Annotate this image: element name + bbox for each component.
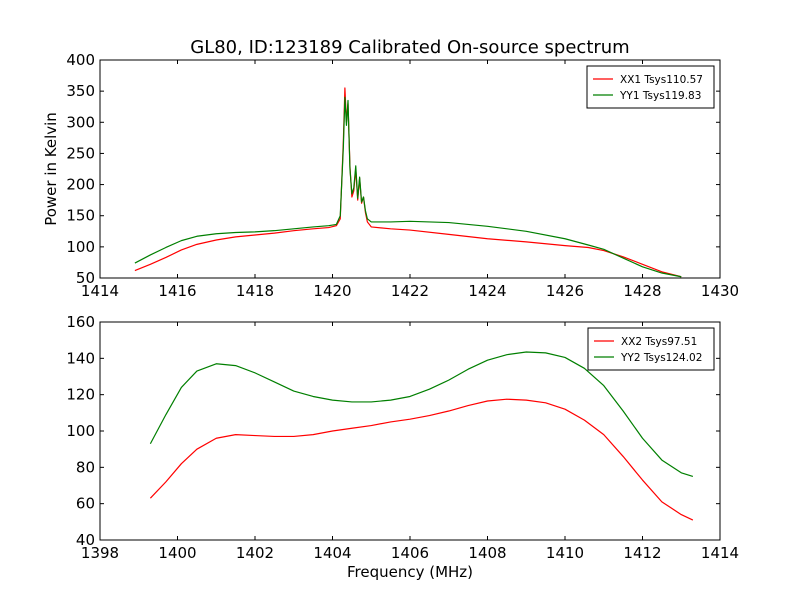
x-tick-label: 1412	[623, 544, 661, 562]
y-tick-label: 160	[66, 313, 95, 331]
bottom-panel: 1398 1400 1402 1404 1406 1408 1410 1412 1414 40 60…	[66, 313, 739, 581]
y-tick-label: 150	[66, 207, 95, 225]
y-tick-label: 400	[66, 51, 95, 69]
x-tick-label: 1424	[468, 282, 506, 300]
x-tick-label: 1428	[623, 282, 661, 300]
series-line-1	[134, 87, 682, 278]
x-tick-label: 1416	[158, 282, 196, 300]
y-tick-label: 250	[66, 144, 95, 162]
y-axis-label: Power in Kelvin	[42, 112, 60, 226]
x-tick-label: 1406	[391, 544, 429, 562]
top-panel: 1414 1416 1418 1420 1422 1424 1426 1428 1430 50 10…	[42, 51, 739, 300]
x-axis-label: Frequency (MHz)	[347, 563, 473, 581]
x-tick-label: 1430	[701, 282, 739, 300]
series-line-1	[149, 398, 694, 521]
x-tick-label: 1418	[236, 282, 274, 300]
y-tick-label: 350	[66, 82, 95, 100]
legend-box	[587, 327, 715, 371]
y-tick-label: 60	[76, 495, 95, 513]
x-tick-label: 1426	[546, 282, 584, 300]
y-tick-label: 40	[76, 531, 95, 549]
legend-label-2: YY2 Tsys124.02	[620, 352, 702, 364]
x-tick-label: 1410	[546, 544, 584, 562]
legend-box	[586, 65, 715, 109]
y-tick-label: 120	[66, 386, 95, 404]
legend-label-2: YY1 Tsys119.83	[619, 90, 701, 102]
x-tick-label: 1414	[701, 544, 739, 562]
series-line-2	[134, 96, 682, 278]
y-tick-label: 100	[66, 238, 95, 256]
x-tick-label: 1404	[313, 544, 351, 562]
x-tick-label: 1422	[391, 282, 429, 300]
y-tick-label: 100	[66, 422, 95, 440]
y-tick-label: 200	[66, 176, 95, 194]
chart-title: GL80, ID:123189 Calibrated On-source spe…	[190, 37, 629, 58]
x-tick-label: 1420	[313, 282, 351, 300]
x-tick-label: 1398	[81, 544, 119, 562]
series-line-2	[149, 351, 694, 477]
x-tick-label: 1402	[236, 544, 274, 562]
legend-label-1: XX1 Tsys110.57	[620, 74, 703, 86]
y-tick-label: 80	[76, 458, 95, 476]
x-tick-label: 1414	[81, 282, 119, 300]
y-tick-label: 300	[66, 113, 95, 131]
x-tick-label: 1400	[158, 544, 196, 562]
legend: XX2 Tsys97.51 YY2 Tsys124.02	[587, 327, 715, 371]
y-tick-label: 50	[76, 269, 95, 287]
legend: XX1 Tsys110.57 YY1 Tsys119.83	[586, 65, 715, 109]
y-tick-label: 140	[66, 349, 95, 367]
x-tick-label: 1408	[468, 544, 506, 562]
legend-label-1: XX2 Tsys97.51	[621, 336, 697, 348]
